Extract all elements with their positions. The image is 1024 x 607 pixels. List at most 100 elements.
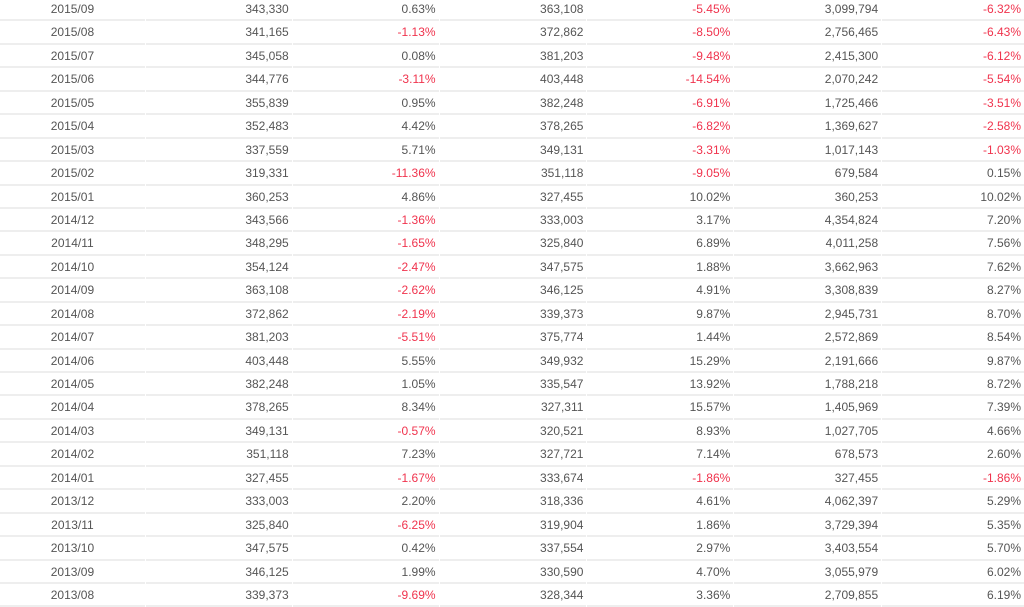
table-row: 2015/08 341,165 -1.13% 372,862 -8.50% 2,756,4… [0,21,1024,45]
cell-change-2: 3.17% [587,209,734,233]
cell-value-2: 325,840 [439,232,587,256]
table-row: 2013/08 339,373 -9.69% 328,344 3.36% 2,709,85… [0,584,1024,607]
cell-value-2: 328,344 [439,584,587,607]
cell-change-2: 13.92% [587,373,734,397]
cell-cumulative: 4,062,397 [734,490,882,514]
cell-cumulative: 2,709,855 [734,584,882,607]
table-row: 2014/11 348,295 -1.65% 325,840 6.89% 4,011,25… [0,232,1024,256]
cell-cumulative: 327,455 [734,467,882,491]
cell-value-1: 381,203 [145,326,292,350]
cell-value-1: 325,840 [145,514,292,538]
cell-value-2: 337,554 [439,537,587,561]
cell-change-2: -6.82% [587,115,734,139]
cell-cumulative-change: 5.70% [882,537,1024,561]
cell-cumulative-change: -1.86% [882,467,1024,491]
cell-value-2: 335,547 [439,373,587,397]
table-row: 2013/10 347,575 0.42% 337,554 2.97% 3,403,554… [0,537,1024,561]
cell-cumulative-change: -3.51% [882,92,1024,116]
cell-cumulative-change: 6.19% [882,584,1024,607]
cell-change-1: 8.34% [292,396,439,420]
cell-value-1: 352,483 [145,115,292,139]
cell-month: 2014/11 [0,232,145,256]
cell-month: 2015/07 [0,45,145,69]
cell-change-1: 4.42% [292,115,439,139]
cell-cumulative: 2,756,465 [734,21,882,45]
cell-month: 2014/05 [0,373,145,397]
cell-value-2: 363,108 [439,0,587,22]
cell-value-2: 346,125 [439,279,587,303]
table-row: 2014/06 403,448 5.55% 349,932 15.29% 2,191,66… [0,350,1024,373]
table-row: 2015/02 319,331 -11.36% 351,118 -9.05% 679,58… [0,162,1024,186]
cell-change-2: -9.48% [587,45,734,69]
cell-cumulative-change: 9.87% [882,350,1024,373]
cell-change-2: -3.31% [587,139,734,163]
table-row: 2015/05 355,839 0.95% 382,248 -6.91% 1,725,46… [0,92,1024,116]
cell-change-2: -14.54% [587,68,734,92]
cell-cumulative-change: -2.58% [882,115,1024,139]
cell-month: 2014/04 [0,396,145,420]
table-row: 2013/11 325,840 -6.25% 319,904 1.86% 3,729,39… [0,514,1024,538]
cell-value-1: 327,455 [145,467,292,491]
cell-cumulative: 360,253 [734,186,882,209]
cell-change-1: -1.36% [292,209,439,233]
table-row: 2014/02 351,118 7.23% 327,721 7.14% 678,573 2.… [0,443,1024,467]
cell-cumulative-change: 5.35% [882,514,1024,538]
cell-value-1: 348,295 [145,232,292,256]
cell-month: 2013/09 [0,561,145,584]
cell-change-1: 7.23% [292,443,439,467]
cell-cumulative: 1,017,143 [734,139,882,163]
cell-change-1: -1.67% [292,467,439,491]
cell-value-1: 354,124 [145,256,292,280]
table-row: 2015/09 343,330 0.63% 363,108 -5.45% 3,099,79… [0,0,1024,22]
table-row: 2014/08 372,862 -2.19% 339,373 9.87% 2,945,73… [0,303,1024,327]
cell-value-2: 375,774 [439,326,587,350]
cell-value-2: 319,904 [439,514,587,538]
cell-cumulative: 4,354,824 [734,209,882,233]
table-row: 2013/12 333,003 2.20% 318,336 4.61% 4,062,397… [0,490,1024,514]
cell-value-2: 382,248 [439,92,587,116]
cell-value-2: 327,311 [439,396,587,420]
cell-cumulative-change: 6.02% [882,561,1024,584]
cell-cumulative-change: -6.43% [882,21,1024,45]
cell-change-2: -1.86% [587,467,734,491]
cell-cumulative: 1,405,969 [734,396,882,420]
cell-change-1: -2.47% [292,256,439,280]
cell-value-1: 355,839 [145,92,292,116]
cell-value-2: 403,448 [439,68,587,92]
cell-change-1: 0.08% [292,45,439,69]
cell-change-2: -6.91% [587,92,734,116]
cell-cumulative: 678,573 [734,443,882,467]
cell-month: 2014/01 [0,467,145,491]
cell-change-1: -1.13% [292,21,439,45]
table-row: 2014/09 363,108 -2.62% 346,125 4.91% 3,308,83… [0,279,1024,303]
cell-value-1: 346,125 [145,561,292,584]
cell-change-2: 6.89% [587,232,734,256]
cell-month: 2015/08 [0,21,145,45]
cell-cumulative-change: 4.66% [882,420,1024,444]
cell-value-1: 349,131 [145,420,292,444]
cell-change-1: -1.65% [292,232,439,256]
cell-change-1: -3.11% [292,68,439,92]
table-row: 2014/01 327,455 -1.67% 333,674 -1.86% 327,455… [0,467,1024,491]
cell-change-1: -2.19% [292,303,439,327]
cell-cumulative-change: 2.60% [882,443,1024,467]
cell-change-1: 2.20% [292,490,439,514]
cell-change-1: 5.71% [292,139,439,163]
cell-change-2: 10.02% [587,186,734,209]
cell-month: 2013/11 [0,514,145,538]
cell-cumulative: 3,403,554 [734,537,882,561]
cell-month: 2015/05 [0,92,145,116]
cell-cumulative: 1,369,627 [734,115,882,139]
cell-value-1: 351,118 [145,443,292,467]
cell-cumulative-change: 8.70% [882,303,1024,327]
cell-change-2: 15.57% [587,396,734,420]
cell-cumulative-change: 0.15% [882,162,1024,186]
cell-month: 2013/08 [0,584,145,607]
cell-value-1: 363,108 [145,279,292,303]
cell-value-2: 333,674 [439,467,587,491]
cell-month: 2014/09 [0,279,145,303]
cell-value-2: 351,118 [439,162,587,186]
table-row: 2014/04 378,265 8.34% 327,311 15.57% 1,405,96… [0,396,1024,420]
cell-month: 2015/04 [0,115,145,139]
